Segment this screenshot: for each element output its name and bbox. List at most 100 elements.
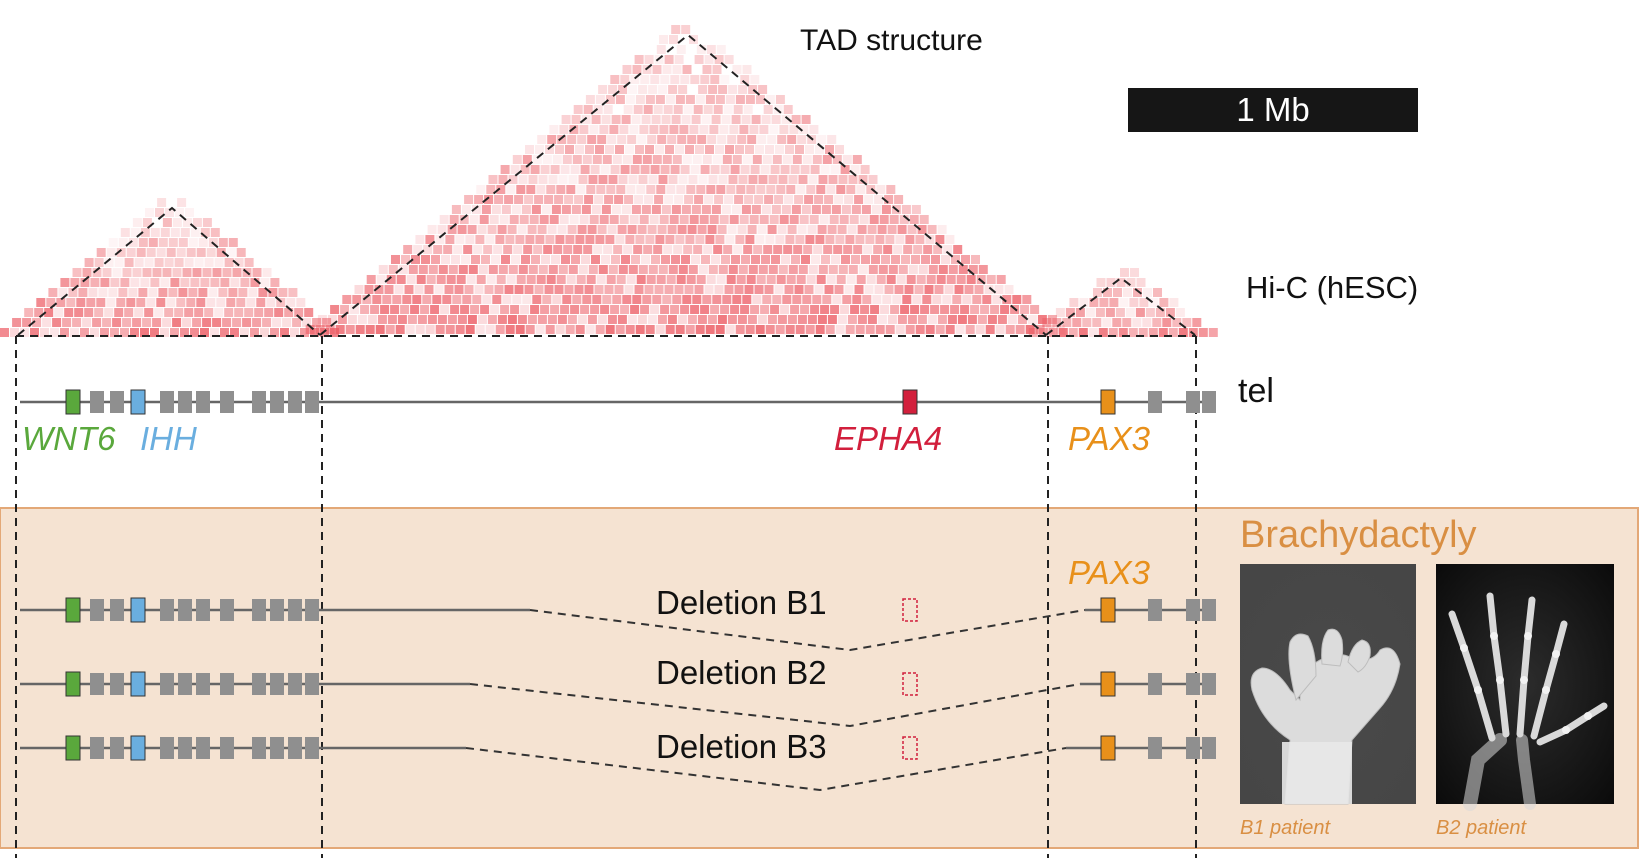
gene-box: [288, 673, 302, 695]
hic-cell: [689, 125, 699, 134]
hic-cell: [486, 275, 496, 284]
hic-cell: [1198, 328, 1208, 337]
hic-cell: [847, 225, 857, 234]
hic-cell: [647, 315, 657, 324]
hic-cell: [600, 305, 610, 314]
hic-cell: [517, 225, 527, 234]
hic-cell: [554, 195, 564, 204]
hic-cell: [439, 215, 449, 224]
hic-cell: [202, 218, 212, 227]
hic-cell: [748, 175, 758, 184]
hic-cell: [756, 185, 766, 194]
hic-cell: [640, 165, 650, 174]
hic-cell: [200, 278, 210, 287]
hic-cell: [732, 155, 742, 164]
hic-cell: [821, 205, 831, 214]
hic-cell: [732, 295, 742, 304]
hic-cell: [384, 285, 394, 294]
hic-cell: [376, 275, 386, 284]
hic-cell: [1002, 295, 1012, 304]
hic-cell: [185, 208, 194, 217]
hic-cell: [284, 308, 294, 317]
hic-cell: [733, 245, 743, 254]
hic-cell: [860, 165, 870, 174]
hic-cell: [206, 298, 216, 307]
hic-cell: [968, 265, 978, 274]
hic-cell: [182, 268, 192, 277]
hic-cell: [854, 285, 864, 294]
hic-cell: [385, 325, 395, 334]
hic-cell: [765, 325, 775, 334]
hic-cell: [753, 245, 763, 254]
hic-cell: [818, 175, 828, 184]
hic-cell: [782, 295, 792, 304]
hic-cell: [769, 125, 779, 134]
hic-cell: [564, 285, 574, 294]
hic-cell: [610, 305, 620, 314]
hic-cell: [467, 315, 477, 324]
hic-cell: [204, 308, 214, 317]
ihh-gene-box: [130, 735, 146, 761]
hic-cell: [801, 205, 811, 214]
hic-cell: [712, 155, 722, 164]
hic-cell: [573, 245, 583, 254]
hic-cell: [560, 165, 570, 174]
hic-cell: [508, 175, 518, 184]
hic-cell: [743, 105, 753, 114]
hic-cell: [90, 278, 100, 287]
tad-outline-2: [319, 33, 1047, 336]
hic-cell: [224, 308, 234, 317]
hic-cell: [468, 265, 478, 274]
hic-cell: [519, 215, 529, 224]
hic-cell: [635, 325, 645, 334]
hic-cell: [394, 285, 404, 294]
hic-cell: [737, 135, 747, 144]
hic-cell: [454, 285, 464, 294]
hic-cell: [292, 318, 302, 327]
hic-cell: [432, 295, 442, 304]
hic-cell: [184, 258, 194, 267]
hic-cell: [954, 285, 964, 294]
hic-cell: [94, 258, 104, 267]
gene-box: [90, 599, 104, 621]
hic-cell: [377, 315, 387, 324]
hic-cell: [78, 288, 88, 297]
hic-cell: [825, 145, 834, 154]
hic-cell: [584, 195, 594, 204]
hic-cell: [461, 255, 470, 264]
hic-cell: [820, 305, 830, 314]
hic-cell: [48, 288, 58, 297]
hic-cell: [1112, 318, 1122, 327]
hic-cell: [206, 248, 216, 257]
hic-cell: [611, 255, 620, 264]
hic-cell: [80, 328, 89, 337]
hic-cell: [210, 278, 220, 287]
hic-cell: [60, 278, 70, 287]
hic-cell: [714, 285, 724, 294]
hic-cell: [764, 195, 774, 204]
hic-cell: [589, 125, 599, 134]
hic-cell: [871, 255, 880, 264]
hic-cell: [1079, 298, 1089, 307]
hic-cell: [709, 125, 719, 134]
hic-cell: [898, 265, 908, 274]
hic-cell: [797, 315, 807, 324]
hic-cell: [641, 205, 651, 214]
hic-cell: [548, 265, 558, 274]
hic-cell: [594, 285, 604, 294]
hic-cell: [490, 305, 500, 314]
hic-cell: [322, 318, 332, 327]
hic-cell: [628, 175, 638, 184]
hic-cell: [458, 265, 468, 274]
hic-cell: [214, 258, 224, 267]
hic-cell: [722, 295, 732, 304]
hic-cell: [698, 175, 708, 184]
hic-cell: [52, 318, 62, 327]
hic-cell: [1105, 308, 1115, 317]
hic-cell: [762, 295, 772, 304]
hic-cell: [725, 95, 735, 104]
hic-cell: [1103, 288, 1112, 297]
hic-cell: [784, 195, 794, 204]
hic-cell: [978, 265, 988, 274]
hic-cell: [751, 205, 761, 214]
